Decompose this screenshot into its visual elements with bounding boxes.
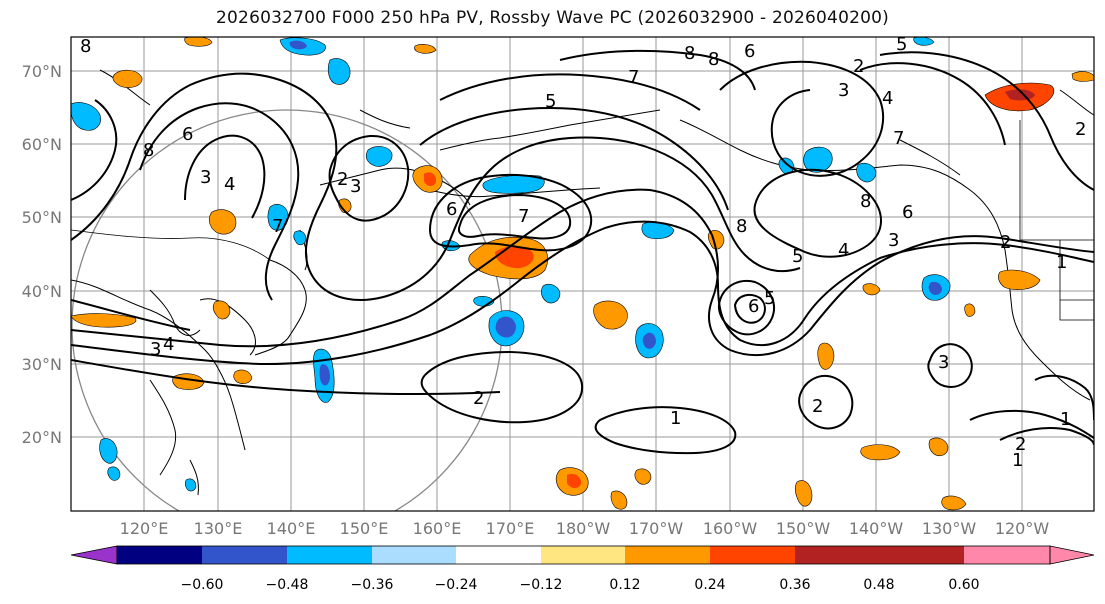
colorbar-tick: −0.36 bbox=[351, 577, 394, 593]
pv-contours bbox=[71, 49, 1094, 455]
contour-label: 2 bbox=[1075, 119, 1086, 140]
lon-label: 170°E bbox=[486, 519, 535, 538]
lat-label: 60°N bbox=[22, 135, 62, 154]
positive-anomalies bbox=[71, 37, 1094, 511]
contour-label: 4 bbox=[163, 334, 174, 355]
colorbar-tick: 0.36 bbox=[779, 577, 810, 593]
colorbar-segment bbox=[456, 546, 541, 564]
contour-label: 5 bbox=[545, 91, 556, 112]
contour-label: 2 bbox=[812, 396, 823, 417]
colorbar-tick: −0.24 bbox=[435, 577, 478, 593]
contour-label: 8 bbox=[80, 36, 91, 57]
colorbar-segment bbox=[372, 546, 456, 564]
colorbar-segment bbox=[795, 546, 879, 564]
contour-label: 8 bbox=[143, 140, 154, 161]
contour-label: 1 bbox=[1012, 450, 1023, 471]
colorbar-extend-min bbox=[70, 545, 118, 565]
contour-label: 6 bbox=[748, 296, 759, 317]
contour-label: 3 bbox=[150, 339, 161, 360]
contour-label: 6 bbox=[182, 124, 193, 145]
contour-label: 3 bbox=[200, 167, 211, 188]
map-title: 2026032700 F000 250 hPa PV, Rossby Wave … bbox=[216, 8, 889, 28]
lon-label: 130°E bbox=[194, 519, 243, 538]
lon-label: 130°W bbox=[922, 519, 977, 538]
colorbar-tick: 0.48 bbox=[863, 577, 894, 593]
contour-label: 3 bbox=[888, 230, 899, 251]
contour-label: 4 bbox=[224, 174, 235, 195]
contour-label: 1 bbox=[1060, 409, 1071, 430]
contour-label: 4 bbox=[838, 240, 849, 261]
lon-label: 120°E bbox=[120, 519, 169, 538]
lon-label: 160°W bbox=[703, 519, 758, 538]
colorbar-segment bbox=[117, 546, 202, 564]
contour-label: 2 bbox=[853, 56, 864, 77]
negative-anomalies bbox=[71, 37, 951, 492]
contour-label: 1 bbox=[670, 408, 681, 429]
contour-label: 5 bbox=[896, 34, 907, 55]
contour-label: 7 bbox=[518, 206, 529, 227]
contour-label: 8 bbox=[684, 43, 695, 64]
contour-label: 2 bbox=[337, 169, 348, 190]
lon-label: 180°W bbox=[556, 519, 611, 538]
latitude-labels: 70°N 60°N 50°N 40°N 30°N 20°N bbox=[22, 62, 62, 447]
colorbar-tick: −0.12 bbox=[520, 577, 563, 593]
colorbar: −0.60 −0.48 −0.36 −0.24 −0.12 0.12 0.24 … bbox=[70, 545, 1095, 593]
contour-label: 4 bbox=[882, 88, 893, 109]
contour-label: 7 bbox=[272, 216, 283, 237]
contour-label: 5 bbox=[764, 288, 775, 309]
contour-label: 2 bbox=[473, 388, 484, 409]
longitude-labels: 120°E 130°E 140°E 150°E 160°E 170°E 180°… bbox=[120, 519, 1050, 538]
contour-label: 3 bbox=[838, 80, 849, 101]
lon-label: 140°E bbox=[267, 519, 316, 538]
lon-label: 150°E bbox=[340, 519, 389, 538]
contour-label: 8 bbox=[708, 49, 719, 70]
colorbar-extend-max bbox=[1049, 545, 1095, 565]
colorbar-tick: 0.60 bbox=[948, 577, 979, 593]
colorbar-segment bbox=[541, 546, 625, 564]
colorbar-tick: 0.12 bbox=[609, 577, 640, 593]
colorbar-segment bbox=[879, 546, 964, 564]
lat-label: 70°N bbox=[22, 62, 62, 81]
contour-label: 6 bbox=[446, 199, 457, 220]
contour-label: 1 bbox=[1056, 252, 1067, 273]
colorbar-segment bbox=[964, 546, 1050, 564]
lon-label: 160°E bbox=[413, 519, 462, 538]
contour-label: 8 bbox=[860, 191, 871, 212]
colorbar-segment bbox=[287, 546, 372, 564]
contour-label: 6 bbox=[744, 41, 755, 62]
colorbar-tick: −0.48 bbox=[266, 577, 309, 593]
lon-label: 120°W bbox=[995, 519, 1050, 538]
lon-label: 170°W bbox=[629, 519, 684, 538]
contour-labels: 8 6 4 3 7 2 3 6 7 5 7 8 8 6 2 3 4 5 7 8 … bbox=[80, 34, 1086, 471]
contour-label: 3 bbox=[350, 176, 361, 197]
colorbar-segment bbox=[710, 546, 795, 564]
colorbar-segment bbox=[625, 546, 710, 564]
colorbar-tick: 0.24 bbox=[694, 577, 725, 593]
contour-label: 7 bbox=[628, 67, 639, 88]
contour-label: 2 bbox=[1000, 232, 1011, 253]
contour-label: 7 bbox=[893, 128, 904, 149]
graticule bbox=[71, 37, 1094, 511]
colorbar-tick: −0.60 bbox=[181, 577, 224, 593]
borders bbox=[71, 120, 1094, 321]
lat-label: 30°N bbox=[22, 355, 62, 374]
lat-label: 40°N bbox=[22, 282, 62, 301]
contour-label: 3 bbox=[938, 352, 949, 373]
contour-label: 2 bbox=[1015, 434, 1026, 455]
map-frame bbox=[70, 36, 1095, 512]
lat-label: 20°N bbox=[22, 428, 62, 447]
colorbar-segment bbox=[202, 546, 287, 564]
contour-label: 6 bbox=[902, 202, 913, 223]
lat-label: 50°N bbox=[22, 208, 62, 227]
lon-label: 150°W bbox=[776, 519, 831, 538]
lon-label: 140°W bbox=[849, 519, 904, 538]
contour-label: 8 bbox=[736, 216, 747, 237]
contour-label: 5 bbox=[792, 246, 803, 267]
